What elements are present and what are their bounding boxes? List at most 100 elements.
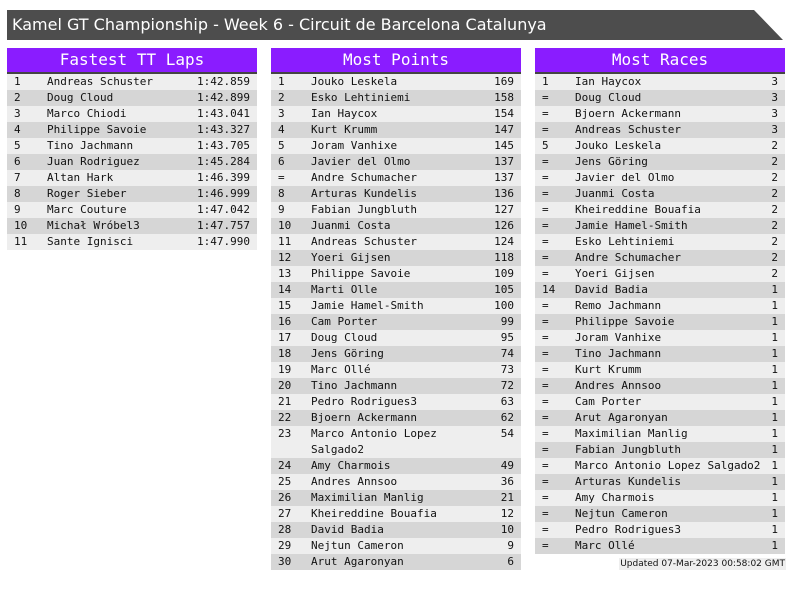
row-value: 1:45.284: [197, 155, 250, 168]
table-row: 30 Arut Agaronyan 6: [271, 554, 521, 570]
table-row: 6 Javier del Olmo 137: [271, 154, 521, 170]
row-rank: 3: [278, 107, 285, 120]
row-name: Tino Jachmann: [311, 379, 398, 392]
table-row: 8 Arturas Kundelis 136: [271, 186, 521, 202]
row-name: Michał Wróbel3: [47, 219, 140, 232]
row-value: 1: [771, 427, 778, 440]
row-value: 12: [500, 507, 514, 520]
table-row: = Andre Schumacher 2: [535, 250, 785, 266]
table-row: = Juanmi Costa 2: [535, 186, 785, 202]
table-row: = Amy Charmois 1: [535, 490, 785, 506]
row-name: Javier del Olmo: [575, 171, 675, 184]
row-rank: =: [542, 123, 549, 136]
row-value: 126: [494, 219, 514, 232]
row-name: David Badia: [575, 283, 648, 296]
table-row: = Esko Lehtiniemi 2: [535, 234, 785, 250]
row-rank: =: [542, 219, 549, 232]
row-rank: 5: [542, 139, 549, 152]
row-value: 137: [494, 171, 514, 184]
table-row: 21 Pedro Rodrigues3 63: [271, 394, 521, 410]
row-value: 1: [771, 331, 778, 344]
row-name: Jamie Hamel-Smith: [311, 299, 424, 312]
table-row: = Joram Vanhixe 1: [535, 330, 785, 346]
row-name: Arturas Kundelis: [575, 475, 681, 488]
row-value: 1:43.327: [197, 123, 250, 136]
table-row: 1 Andreas Schuster 1:42.859: [7, 74, 257, 90]
row-value: 62: [500, 411, 514, 424]
row-value: 1:43.041: [197, 107, 250, 120]
row-rank: 23: [278, 427, 292, 440]
row-name: Doug Cloud: [575, 91, 642, 104]
row-value: 1:42.899: [197, 91, 250, 104]
row-rank: 1: [14, 75, 21, 88]
row-name: Pedro Rodrigues3: [575, 523, 681, 536]
row-name: Fabian Jungbluth: [575, 443, 681, 456]
row-rank: =: [542, 235, 549, 248]
row-rank: 1: [278, 75, 285, 88]
row-value: 3: [771, 107, 778, 120]
row-name: Nejtun Cameron: [311, 539, 404, 552]
row-rank: =: [542, 475, 549, 488]
row-rank: 24: [278, 459, 292, 472]
row-name: Ian Haycox: [311, 107, 378, 120]
row-value: 3: [771, 123, 778, 136]
row-name: Juan Rodriguez: [47, 155, 140, 168]
row-rank: 5: [278, 139, 285, 152]
row-name: Kheireddine Bouafia: [575, 203, 701, 216]
row-value: 63: [500, 395, 514, 408]
row-name: Yoeri Gijsen: [311, 251, 391, 264]
row-value: 124: [494, 235, 514, 248]
row-rank: =: [542, 379, 549, 392]
table-row: = Remo Jachmann 1: [535, 298, 785, 314]
row-value: 1: [771, 491, 778, 504]
row-rank: 11: [14, 235, 28, 248]
row-value: 1: [771, 283, 778, 296]
table-row: 27 Kheireddine Bouafia 12: [271, 506, 521, 522]
row-name: Andres Annsoo: [311, 475, 398, 488]
row-value: 1: [771, 315, 778, 328]
table-row: = Jamie Hamel-Smith 2: [535, 218, 785, 234]
row-name: Marco Chiodi: [47, 107, 127, 120]
table-row: 24 Amy Charmois 49: [271, 458, 521, 474]
row-rank: =: [542, 347, 549, 360]
table-row: 17 Doug Cloud 95: [271, 330, 521, 346]
row-value: 1: [771, 539, 778, 552]
row-name: Marc Ollé: [575, 539, 635, 552]
row-name: Arut Agaronyan: [575, 411, 668, 424]
row-name: Roger Sieber: [47, 187, 127, 200]
row-value: 10: [500, 523, 514, 536]
fastest-tt-laps-panel: Fastest TT Laps 1 Andreas Schuster 1:42.85…: [7, 48, 257, 250]
table-row: 14 Marti Olle 105: [271, 282, 521, 298]
row-rank: 9: [14, 203, 21, 216]
row-name: Nejtun Cameron: [575, 507, 668, 520]
row-value: 1: [771, 507, 778, 520]
row-value: 2: [771, 155, 778, 168]
row-rank: =: [542, 395, 549, 408]
row-name: Jouko Leskela: [311, 75, 398, 88]
row-name: Ian Haycox: [575, 75, 642, 88]
row-rank: 15: [278, 299, 292, 312]
row-value: 73: [500, 363, 514, 376]
row-rank: =: [542, 267, 549, 280]
table-row: 4 Kurt Krumm 147: [271, 122, 521, 138]
row-name: Cam Porter: [311, 315, 378, 328]
row-value: 3: [771, 91, 778, 104]
row-rank: 20: [278, 379, 292, 392]
table-row: = Jens Göring 2: [535, 154, 785, 170]
row-name: Maximilian Manlig: [311, 491, 424, 504]
row-name: Sante Ignisci: [47, 235, 134, 248]
table-row: = Bjoern Ackermann 3: [535, 106, 785, 122]
table-row: 10 Juanmi Costa 126: [271, 218, 521, 234]
row-name: Andre Schumacher: [575, 251, 681, 264]
row-rank: 9: [278, 203, 285, 216]
row-rank: 3: [14, 107, 21, 120]
row-name: Juanmi Costa: [311, 219, 391, 232]
row-rank: =: [542, 107, 549, 120]
row-value: 1:42.859: [197, 75, 250, 88]
row-value: 2: [771, 235, 778, 248]
table-row: 4 Philippe Savoie 1:43.327: [7, 122, 257, 138]
table-row: 26 Maximilian Manlig 21: [271, 490, 521, 506]
row-name: Tino Jachmann: [47, 139, 134, 152]
row-rank: =: [542, 315, 549, 328]
row-rank: 10: [14, 219, 28, 232]
